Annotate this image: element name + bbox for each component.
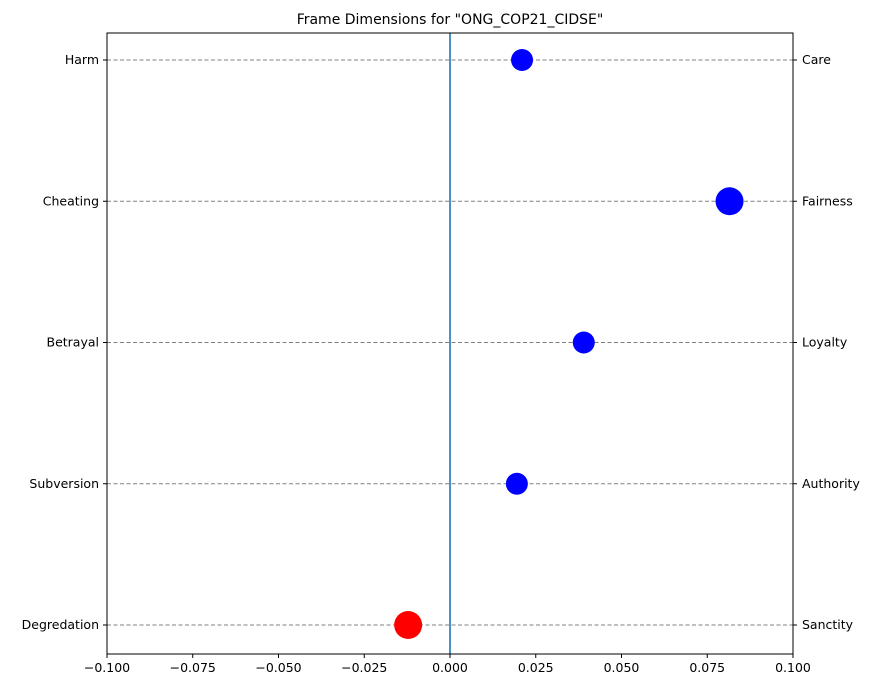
left-label-harm: Harm bbox=[65, 52, 99, 67]
grid-lines bbox=[107, 59, 793, 626]
point-fairness bbox=[715, 187, 744, 216]
left-axis-labels: Harm Cheating Betrayal Subversion Degredatio… bbox=[22, 52, 107, 632]
point-sanctity bbox=[394, 611, 423, 639]
x-tick-label: 0.050 bbox=[604, 660, 640, 675]
x-tick-label: 0.000 bbox=[432, 660, 468, 675]
data-points bbox=[394, 49, 744, 639]
x-tick-label: −0.075 bbox=[170, 660, 216, 675]
right-label-sanctity: Sanctity bbox=[802, 617, 854, 632]
point-authority bbox=[505, 472, 528, 495]
left-label-cheating: Cheating bbox=[43, 193, 99, 208]
point-care bbox=[511, 49, 534, 71]
left-label-degredation: Degredation bbox=[22, 617, 99, 632]
chart-title: Frame Dimensions for "ONG_COP21_CIDSE" bbox=[297, 12, 604, 28]
right-label-loyalty: Loyalty bbox=[802, 335, 848, 350]
point-loyalty bbox=[572, 331, 595, 354]
x-tick-label: −0.050 bbox=[255, 660, 301, 675]
x-tick-label: 0.025 bbox=[518, 660, 554, 675]
x-tick-label: 0.075 bbox=[689, 660, 725, 675]
x-tick-label: 0.100 bbox=[775, 660, 811, 675]
left-label-betrayal: Betrayal bbox=[47, 335, 100, 350]
left-label-subversion: Subversion bbox=[29, 476, 99, 491]
right-label-fairness: Fairness bbox=[802, 193, 853, 208]
x-axis-ticks: −0.100 −0.075 −0.050 −0.025 0.000 0.025 0.050 0… bbox=[84, 654, 811, 675]
right-axis-labels: Care Fairness Loyalty Authority Sanctity bbox=[793, 52, 860, 632]
right-label-care: Care bbox=[802, 52, 831, 67]
x-tick-label: −0.100 bbox=[84, 660, 130, 675]
x-tick-label: −0.025 bbox=[341, 660, 387, 675]
right-label-authority: Authority bbox=[802, 476, 860, 491]
